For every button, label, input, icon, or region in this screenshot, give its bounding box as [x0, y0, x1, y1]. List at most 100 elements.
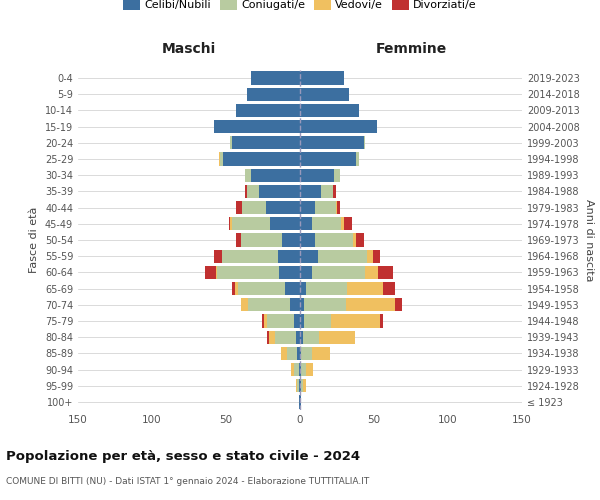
Bar: [306, 282, 347, 295]
Bar: [344, 217, 352, 230]
Bar: [300, 152, 356, 166]
Bar: [341, 217, 344, 230]
Bar: [319, 330, 355, 344]
Bar: [379, 266, 393, 279]
Bar: [232, 282, 235, 295]
Bar: [315, 234, 353, 246]
Bar: [296, 330, 300, 344]
Bar: [367, 250, 373, 263]
Bar: [300, 250, 318, 263]
Bar: [335, 201, 337, 214]
Bar: [301, 346, 312, 360]
Bar: [300, 314, 304, 328]
Bar: [300, 72, 344, 85]
Bar: [331, 314, 380, 328]
Bar: [347, 282, 383, 295]
Bar: [297, 379, 299, 392]
Bar: [218, 152, 220, 166]
Bar: [303, 379, 306, 392]
Bar: [318, 250, 367, 263]
Bar: [300, 346, 301, 360]
Bar: [334, 168, 340, 182]
Text: Femmine: Femmine: [376, 42, 446, 56]
Bar: [312, 217, 341, 230]
Bar: [304, 314, 331, 328]
Bar: [236, 201, 242, 214]
Bar: [300, 282, 306, 295]
Bar: [300, 88, 349, 101]
Bar: [332, 185, 335, 198]
Bar: [217, 266, 279, 279]
Bar: [300, 185, 321, 198]
Bar: [235, 282, 238, 295]
Bar: [279, 266, 300, 279]
Bar: [268, 330, 269, 344]
Bar: [356, 152, 359, 166]
Bar: [266, 201, 300, 214]
Bar: [268, 314, 294, 328]
Bar: [300, 298, 304, 312]
Bar: [221, 250, 278, 263]
Bar: [262, 314, 265, 328]
Bar: [294, 314, 300, 328]
Bar: [282, 234, 300, 246]
Bar: [230, 136, 232, 149]
Bar: [269, 330, 275, 344]
Bar: [297, 346, 300, 360]
Bar: [290, 298, 300, 312]
Bar: [365, 266, 379, 279]
Legend: Celibi/Nubili, Coniugati/e, Vedovi/e, Divorziati/e: Celibi/Nubili, Coniugati/e, Vedovi/e, Di…: [119, 0, 481, 15]
Bar: [300, 168, 334, 182]
Bar: [271, 217, 300, 230]
Bar: [247, 185, 259, 198]
Bar: [287, 346, 297, 360]
Bar: [346, 298, 395, 312]
Bar: [300, 104, 359, 117]
Bar: [383, 282, 395, 295]
Bar: [232, 136, 300, 149]
Bar: [265, 314, 268, 328]
Bar: [300, 120, 377, 134]
Bar: [241, 298, 248, 312]
Bar: [296, 379, 297, 392]
Bar: [301, 363, 306, 376]
Bar: [251, 72, 300, 85]
Bar: [232, 217, 271, 230]
Bar: [300, 136, 364, 149]
Bar: [229, 217, 230, 230]
Bar: [301, 379, 303, 392]
Bar: [312, 266, 365, 279]
Bar: [315, 201, 335, 214]
Bar: [248, 298, 290, 312]
Bar: [300, 330, 303, 344]
Bar: [281, 346, 287, 360]
Text: Maschi: Maschi: [162, 42, 216, 56]
Bar: [300, 234, 315, 246]
Bar: [304, 298, 346, 312]
Bar: [321, 185, 332, 198]
Bar: [236, 104, 300, 117]
Text: Popolazione per età, sesso e stato civile - 2024: Popolazione per età, sesso e stato civil…: [6, 450, 360, 463]
Bar: [300, 379, 301, 392]
Bar: [214, 120, 300, 134]
Bar: [300, 217, 312, 230]
Bar: [259, 185, 300, 198]
Bar: [395, 298, 402, 312]
Bar: [306, 363, 313, 376]
Bar: [353, 234, 356, 246]
Bar: [251, 168, 300, 182]
Text: COMUNE DI BITTI (NU) - Dati ISTAT 1° gennaio 2024 - Elaborazione TUTTITALIA.IT: COMUNE DI BITTI (NU) - Dati ISTAT 1° gen…: [6, 478, 369, 486]
Bar: [236, 234, 241, 246]
Bar: [299, 363, 300, 376]
Bar: [245, 185, 247, 198]
Bar: [337, 201, 340, 214]
Bar: [300, 201, 315, 214]
Bar: [299, 396, 300, 408]
Bar: [278, 250, 300, 263]
Bar: [299, 379, 300, 392]
Bar: [214, 250, 221, 263]
Bar: [245, 168, 251, 182]
Bar: [241, 234, 282, 246]
Y-axis label: Anni di nascita: Anni di nascita: [584, 198, 593, 281]
Bar: [205, 266, 215, 279]
